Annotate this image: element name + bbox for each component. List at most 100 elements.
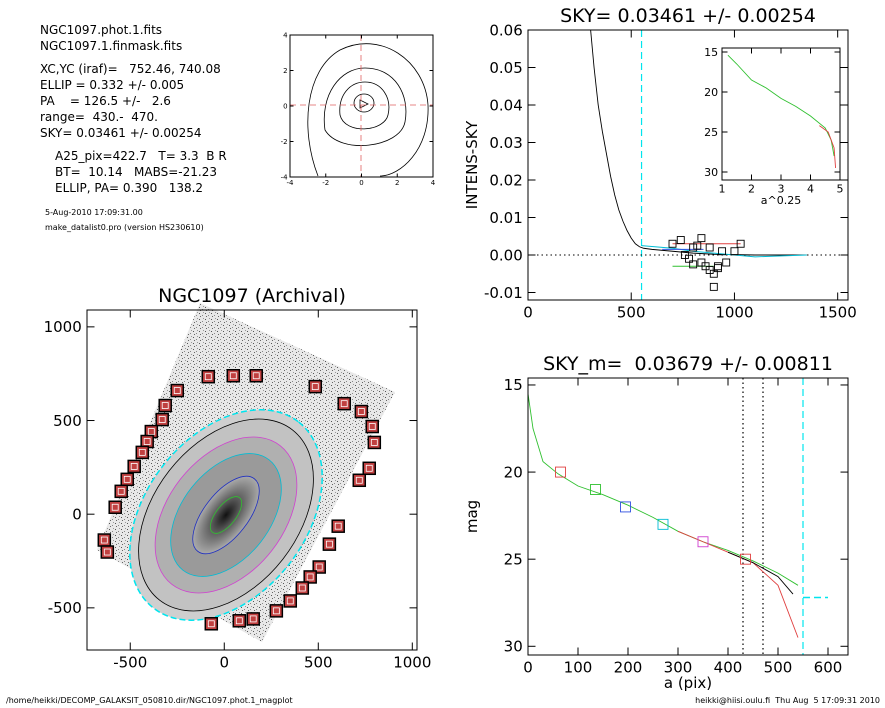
x-tick-label: 200 <box>614 658 643 676</box>
mask-inner <box>249 615 257 623</box>
footer-path: /home/heikki/DECOMP_GALAKSIT_050810.dir/… <box>6 696 293 705</box>
square-marker <box>620 501 631 513</box>
y-tick-label: 0 <box>72 505 82 523</box>
y-tick-label: 0.02 <box>489 171 522 189</box>
isophotes <box>129 409 323 621</box>
square-marker <box>709 282 718 291</box>
x-tick-label: 3 <box>778 183 785 196</box>
mask-outer <box>100 545 115 559</box>
x-tick-label: 1 <box>719 183 726 196</box>
plot-frame <box>721 47 841 181</box>
mask-square <box>201 369 216 384</box>
chart-title: NGC1097 (Archival) <box>158 285 346 307</box>
mask-outer <box>120 472 134 487</box>
x-tick-label: -500 <box>113 653 147 671</box>
y-tick-label: 4 <box>283 31 288 39</box>
square-marker <box>693 241 702 250</box>
mask-inner <box>204 373 212 381</box>
param-line: range= 430.- 470. <box>40 110 158 124</box>
file-line: NGC1097.1.finmask.fits <box>40 39 182 53</box>
y-tick-label: 30 <box>504 638 523 656</box>
square-marker <box>713 264 722 273</box>
mask-square <box>367 435 382 450</box>
mask-outer <box>226 369 241 383</box>
square-marker <box>713 262 722 271</box>
footer: /home/heikki/DECOMP_GALAKSIT_050810.dir/… <box>6 696 880 705</box>
mask-square <box>100 545 115 559</box>
x-tick-label: 4 <box>807 183 814 196</box>
mask-outer <box>246 612 260 626</box>
derived-line: A25_pix=422.7 T= 3.3 B R <box>55 149 227 163</box>
mask-square <box>170 383 185 398</box>
square-marker <box>709 269 718 278</box>
x-tick-label: 400 <box>714 658 743 676</box>
y-tick-label: 2 <box>283 67 287 75</box>
plot-frame <box>527 29 849 301</box>
x-tick-label: 500 <box>617 303 646 321</box>
x-tick-label: 5 <box>837 183 844 196</box>
inset-bg <box>722 48 840 180</box>
mask-square <box>246 612 260 626</box>
derived-line: ELLIP, PA= 0.390 138.2 <box>55 181 203 195</box>
mask-inner <box>158 416 166 423</box>
plot-frame <box>86 309 418 651</box>
y-tick-label: -2 <box>281 138 288 146</box>
profile-line <box>528 393 799 586</box>
profile-line <box>819 125 837 169</box>
mask-inner <box>173 387 181 394</box>
mask-outer <box>114 484 128 499</box>
mask-square <box>226 369 241 383</box>
isophote <box>192 475 260 555</box>
square-marker <box>689 260 698 269</box>
contours <box>290 35 433 177</box>
contour <box>323 67 407 146</box>
profile-line <box>677 530 799 638</box>
plot: -4 -2 0 2 4 -4 -2 0 2 4 <box>281 31 436 187</box>
y-tick-label: -500 <box>48 599 82 617</box>
mask-outer <box>108 500 122 515</box>
x-tick-label: 0 <box>523 658 533 676</box>
mask-square <box>303 570 317 584</box>
y-tick-label: -4 <box>281 173 289 181</box>
mask-square <box>354 404 369 419</box>
mask-square <box>269 604 284 618</box>
mask-inner <box>229 372 237 380</box>
plot: 1 2 3 4 5 15 20 25 30 a^0.25 <box>704 46 843 207</box>
x-tick-label: 100 <box>564 658 593 676</box>
footer-user: heikki@hiisi.oulu.fi Thu Aug 5 17:09:31 … <box>695 696 880 705</box>
mask-outer <box>232 614 247 628</box>
x-tick-label: 500 <box>764 658 793 676</box>
square-marker <box>697 234 706 243</box>
y-axis-label: INTENS-SKY <box>463 120 481 209</box>
y-tick-label: 1000 <box>44 318 82 336</box>
plot: 0 500 1000 1500 0.06 0.05 0.04 0.03 0.02 0.01 0.00… <box>463 5 857 321</box>
y-tick-label: 15 <box>704 46 718 59</box>
mask-outer <box>269 604 284 618</box>
mask-square <box>352 473 367 488</box>
mask-square <box>114 484 128 499</box>
mask-inner <box>207 620 215 628</box>
mask-outer <box>365 419 379 434</box>
y-tick-label: -0.01 <box>484 284 523 302</box>
mask-outer <box>303 570 317 584</box>
y-tick-label: 15 <box>504 376 523 394</box>
mask-outer <box>352 473 367 488</box>
y-tick-label: 0.04 <box>489 96 522 114</box>
mask-square <box>365 419 379 434</box>
plot-frame <box>289 34 434 178</box>
square-marker <box>590 484 601 495</box>
mask-outer <box>249 369 263 383</box>
square-marker <box>730 247 739 256</box>
plot-frame <box>527 377 849 656</box>
galaxy-image <box>97 303 395 642</box>
mask-outer <box>362 461 376 476</box>
mask-outer <box>295 581 310 595</box>
mask-square <box>308 379 323 394</box>
date: 5-Aug-2010 17:09:31.00 <box>45 208 143 217</box>
y-tick-label: 30 <box>704 166 718 179</box>
mask-inner <box>138 448 146 456</box>
y-tick-label: 0.01 <box>489 209 522 227</box>
mask-square <box>204 617 219 631</box>
mask-inner <box>368 423 376 430</box>
